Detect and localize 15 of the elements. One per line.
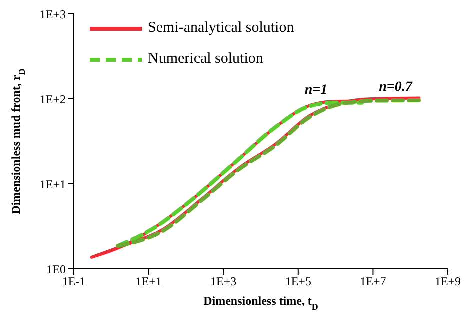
x-tick-label: 1E+9 — [434, 274, 462, 289]
y-tick-label: 1E0 — [46, 262, 66, 276]
annotation: n=1 — [304, 83, 328, 98]
y-tick-label: 1E+2 — [40, 92, 66, 106]
legend-label: Semi-analytical solution — [148, 20, 294, 37]
y-tick-label: 1E+3 — [40, 7, 66, 22]
y-tick-label: 1E+1 — [40, 177, 66, 192]
x-tick-label: 1E+5 — [285, 274, 312, 289]
x-axis-title: Dimensionless time, t$_{D}$ — [204, 294, 319, 312]
legend-label: Numerical solution — [148, 51, 264, 68]
x-tick-label: 1E+1 — [136, 274, 162, 289]
x-tick-label: 1E+3 — [210, 274, 237, 289]
annotation: n=0.7 — [379, 80, 414, 96]
x-tick-label: 1E+7 — [360, 274, 386, 289]
x-tick-label: 1E-1 — [62, 274, 86, 289]
